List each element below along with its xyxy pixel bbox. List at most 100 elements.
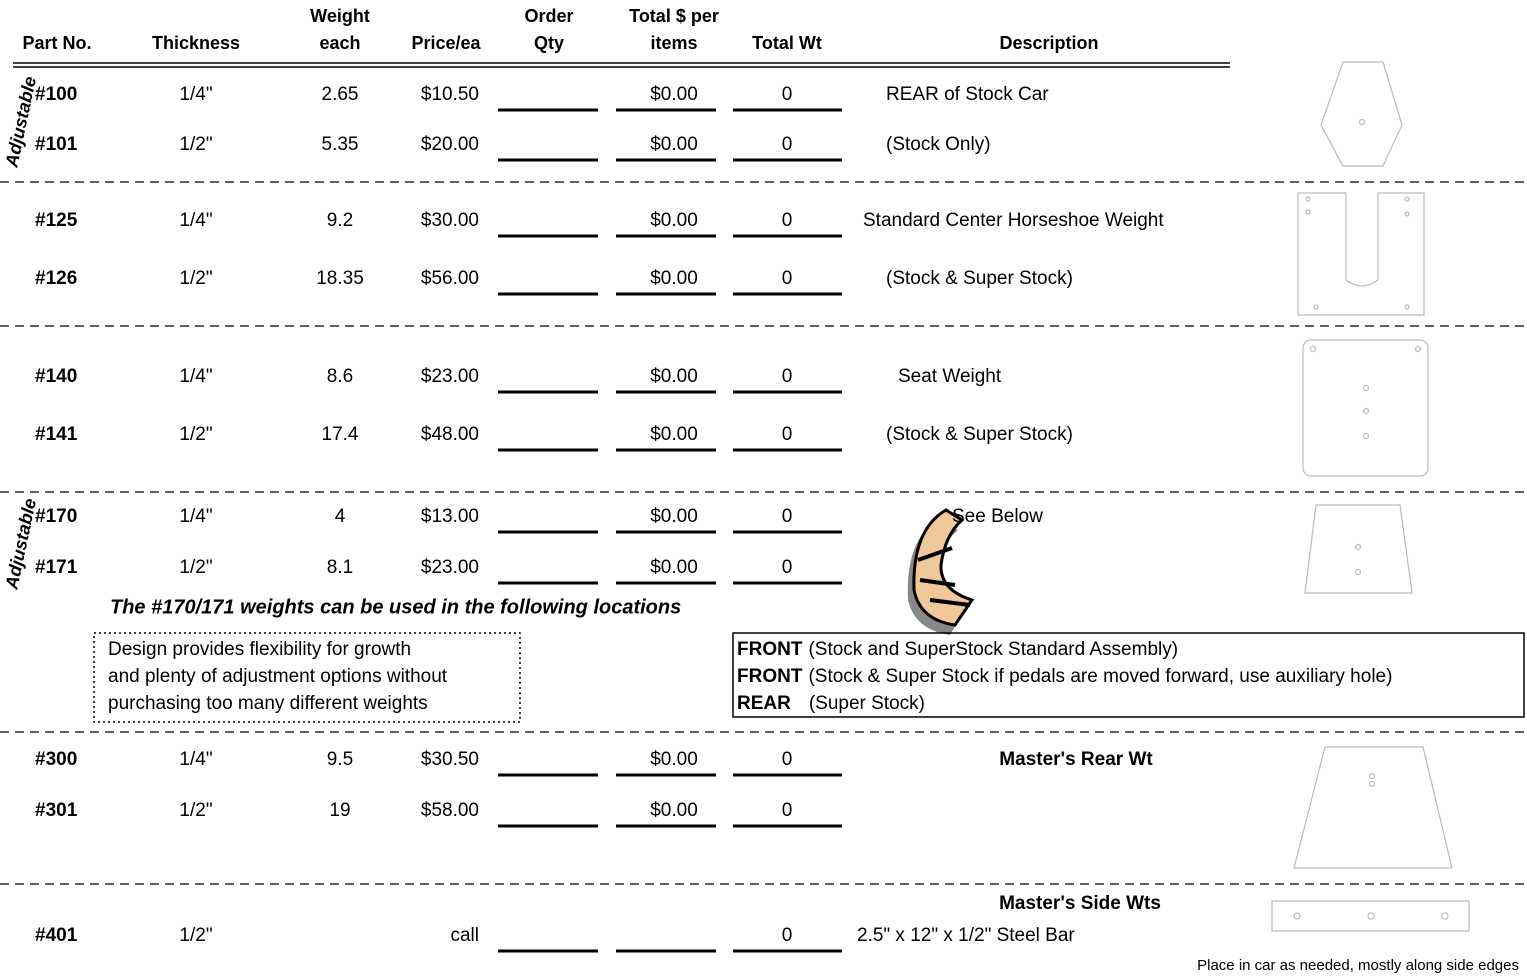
- weight: 9.5: [327, 749, 353, 770]
- total-weight: 0: [782, 424, 793, 445]
- locations-box: [732, 632, 1525, 718]
- weight: 19: [329, 800, 350, 821]
- adjustable-label: Adjustable: [1, 75, 40, 170]
- total-weight: 0: [782, 557, 793, 578]
- column-header: each: [319, 33, 360, 53]
- total-weight: 0: [782, 506, 793, 527]
- thickness: 1/2": [179, 557, 212, 578]
- part-number: #401: [35, 925, 78, 946]
- thickness: 1/2": [179, 800, 212, 821]
- price: $30.50: [421, 749, 479, 770]
- description: (Stock & Super Stock): [886, 268, 1073, 289]
- design-line: and plenty of adjustment options without: [108, 666, 448, 687]
- description: See Below: [952, 506, 1043, 527]
- weight: 8.1: [327, 557, 353, 578]
- price: $56.00: [421, 268, 479, 289]
- column-header: items: [650, 33, 697, 53]
- price: $23.00: [421, 557, 479, 578]
- total-weight: 0: [782, 366, 793, 387]
- design-line: purchasing too many different weights: [108, 693, 428, 714]
- usage-note: The #170/171 weights can be used in the …: [110, 596, 681, 618]
- design-line: Design provides flexibility for growth: [108, 639, 411, 660]
- weight: 17.4: [322, 424, 359, 445]
- part-number: #300: [35, 749, 77, 770]
- total-weight: 0: [782, 800, 793, 821]
- total-weight: 0: [782, 134, 793, 155]
- thickness: 1/4": [179, 506, 212, 527]
- price: $30.00: [421, 210, 479, 231]
- location-name: FRONT: [737, 666, 803, 687]
- part-number: #125: [35, 210, 78, 231]
- part-number: #301: [35, 800, 78, 821]
- thickness: 1/4": [179, 210, 212, 231]
- total-price: $0.00: [650, 84, 698, 105]
- total-price: $0.00: [650, 424, 698, 445]
- thickness: 1/2": [179, 268, 212, 289]
- description: Standard Center Horseshoe Weight: [863, 210, 1164, 231]
- part-number: #101: [35, 134, 78, 155]
- location-name: REAR: [737, 693, 791, 714]
- location-line: REAR (Super Stock): [737, 693, 925, 714]
- part-number: #140: [35, 366, 77, 387]
- column-header: Qty: [534, 33, 564, 53]
- weight: 5.35: [322, 134, 359, 155]
- design-box: [93, 632, 521, 723]
- thickness: 1/4": [179, 366, 212, 387]
- thickness: 1/2": [179, 424, 212, 445]
- column-header: Total $ per: [629, 6, 719, 26]
- price: call: [450, 925, 479, 946]
- total-weight: 0: [782, 925, 793, 946]
- total-weight: 0: [782, 749, 793, 770]
- price: $20.00: [421, 134, 479, 155]
- description: REAR of Stock Car: [886, 84, 1049, 105]
- total-price: $0.00: [650, 210, 698, 231]
- description: (Stock & Super Stock): [886, 424, 1073, 445]
- weight: 4: [335, 506, 346, 527]
- part-number: #100: [35, 84, 77, 105]
- location-text: (Super Stock): [809, 693, 925, 714]
- total-price: $0.00: [650, 134, 698, 155]
- description: (Stock Only): [886, 134, 991, 155]
- location-line: FRONT (Stock & Super Stock if pedals are …: [737, 666, 1392, 687]
- part-number: #171: [35, 557, 78, 578]
- thickness: 1/2": [179, 134, 212, 155]
- total-price: $0.00: [650, 366, 698, 387]
- description: Seat Weight: [898, 366, 1002, 387]
- pointing-hand-icon: [907, 508, 975, 635]
- description: Master's Rear Wt: [999, 749, 1153, 770]
- total-price: $0.00: [650, 557, 698, 578]
- thickness: 1/4": [179, 84, 212, 105]
- column-header: Weight: [310, 6, 370, 26]
- description: 2.5" x 12" x 1/2" Steel Bar: [857, 925, 1075, 946]
- part-sketches: [1271, 61, 1470, 932]
- column-header: Description: [999, 33, 1098, 53]
- total-price: $0.00: [650, 800, 698, 821]
- column-header: Price/ea: [411, 33, 481, 53]
- part-number: #141: [35, 424, 78, 445]
- column-header: Order: [524, 6, 573, 26]
- weight: 9.2: [327, 210, 353, 231]
- total-price: $0.00: [650, 749, 698, 770]
- price: $13.00: [421, 506, 479, 527]
- price: $10.50: [421, 84, 479, 105]
- price: $48.00: [421, 424, 479, 445]
- column-header: Part No.: [22, 33, 91, 53]
- thickness: 1/2": [179, 925, 212, 946]
- total-price: $0.00: [650, 506, 698, 527]
- column-header: Total Wt: [752, 33, 822, 53]
- column-header: Thickness: [152, 33, 240, 53]
- price: $58.00: [421, 800, 479, 821]
- weight: 2.65: [322, 84, 359, 105]
- part-number: #170: [35, 506, 77, 527]
- price: $23.00: [421, 366, 479, 387]
- footer-note: Place in car as needed, mostly along sid…: [1197, 957, 1519, 974]
- location-text: (Stock & Super Stock if pedals are moved…: [808, 666, 1392, 687]
- total-price: $0.00: [650, 268, 698, 289]
- weight: 8.6: [327, 366, 353, 387]
- location-line: FRONT (Stock and SuperStock Standard Asse…: [737, 639, 1178, 660]
- total-weight: 0: [782, 84, 793, 105]
- total-weight: 0: [782, 210, 793, 231]
- weight: 18.35: [316, 268, 364, 289]
